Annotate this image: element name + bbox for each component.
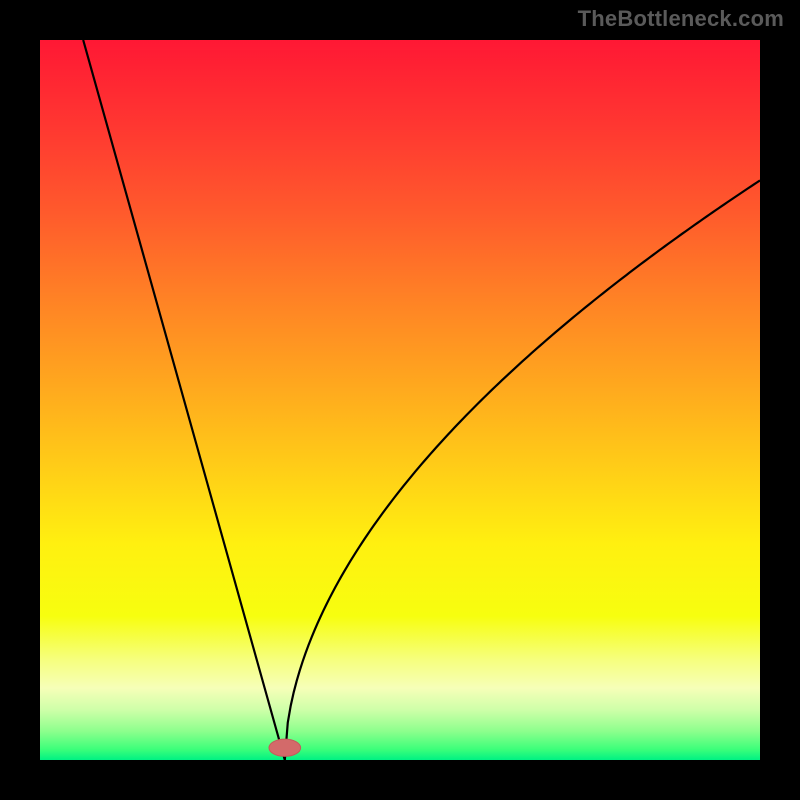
chart-container: TheBottleneck.com	[0, 0, 800, 800]
minimum-marker	[269, 739, 301, 756]
bottleneck-curve-plot	[0, 0, 800, 800]
watermark-text: TheBottleneck.com	[578, 6, 784, 32]
plot-background	[40, 40, 760, 760]
